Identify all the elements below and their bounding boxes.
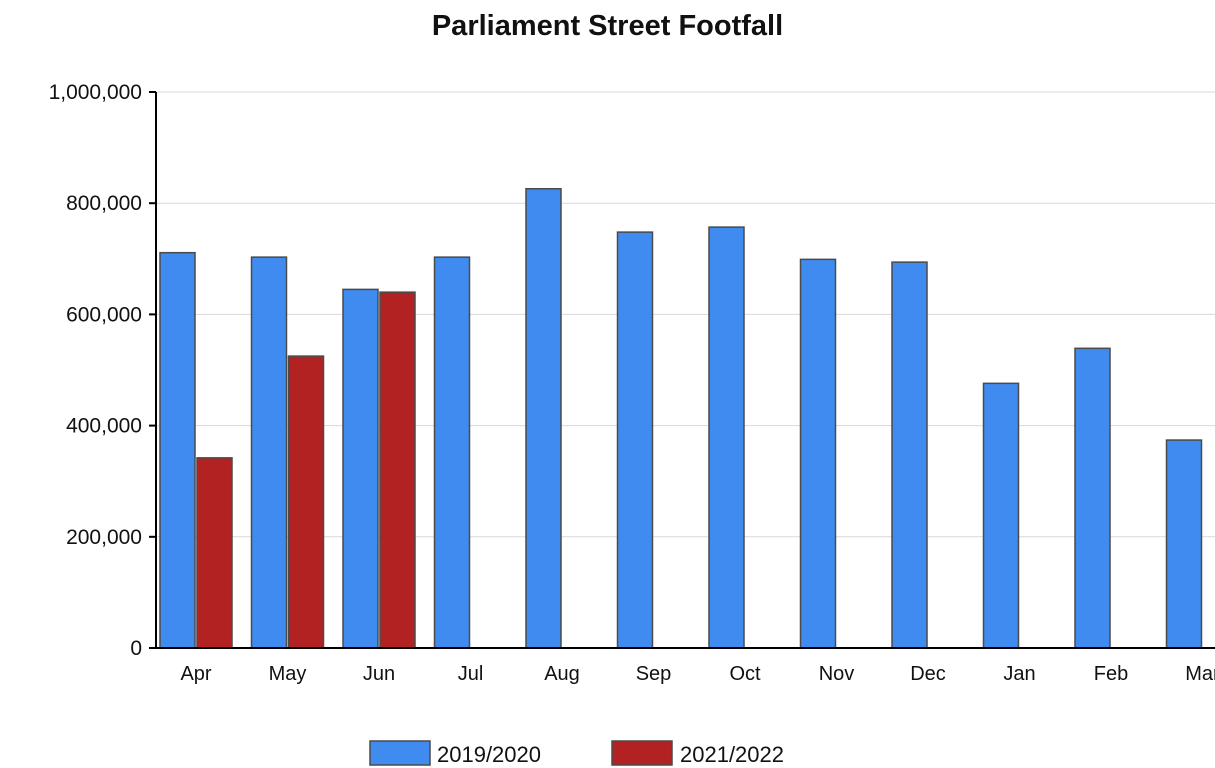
bar-2021-2022-jun: [379, 291, 416, 649]
x-tick-label: May: [269, 663, 307, 685]
bar-2019-2020-jul: [433, 256, 471, 649]
x-tick-label: Dec: [910, 663, 946, 685]
gridlines: [149, 91, 1215, 649]
bar-2019-2020-oct: [708, 226, 745, 649]
x-tick-label: Nov: [819, 663, 855, 685]
y-tick-label: 1,000,000: [49, 81, 142, 104]
x-tick-label: Aug: [544, 663, 580, 685]
x-tick-label: Jun: [363, 663, 395, 685]
bar-2019-2020-aug: [525, 187, 562, 649]
x-tick-label: Mar: [1185, 663, 1215, 685]
x-tick-label: Jul: [458, 663, 484, 685]
axes: [155, 92, 1215, 649]
x-tick-label: Jan: [1003, 663, 1035, 685]
x-tick-labels: Apr May Jun Jul Aug Sep Oct Nov Dec Jan Feb Mar: [180, 663, 1215, 685]
bar-2019-2020-jun: [342, 288, 379, 649]
bar-2019-2020-apr: [159, 251, 196, 649]
bar-2019-2020-jan: [982, 382, 1020, 649]
x-tick-label: Sep: [636, 663, 672, 685]
bar-2019-2020-nov: [799, 258, 837, 649]
bar-2019-2020-may: [250, 256, 288, 649]
bar-2019-2020-feb: [1074, 347, 1111, 649]
bar-2019-2020-sep: [616, 231, 654, 649]
y-tick-label: 400,000: [66, 415, 142, 438]
x-tick-label: Apr: [180, 663, 211, 685]
bar-2021-2022-may: [287, 355, 325, 649]
legend-label: 2019/2020: [437, 742, 541, 767]
legend: 2019/2020 2021/2022: [369, 740, 784, 767]
y-tick-label: 600,000: [66, 303, 142, 326]
bar-2019-2020-mar: [1165, 439, 1203, 649]
chart-title: Parliament Street Footfall: [431, 10, 784, 42]
bar-2021-2022-apr: [196, 457, 233, 649]
bars: [159, 187, 1203, 649]
x-tick-label: Feb: [1094, 663, 1128, 685]
legend-swatch: [369, 740, 431, 766]
legend-swatch: [611, 740, 673, 766]
x-tick-label: Oct: [729, 663, 761, 685]
y-tick-label: 200,000: [66, 526, 142, 549]
y-tick-label: 0: [130, 637, 142, 660]
y-tick-labels: 0 200,000 400,000 600,000 800,000 1,000,000: [49, 81, 142, 660]
y-tick-label: 800,000: [66, 192, 142, 215]
legend-label: 2021/2022: [680, 742, 784, 767]
bar-2019-2020-dec: [891, 261, 928, 649]
